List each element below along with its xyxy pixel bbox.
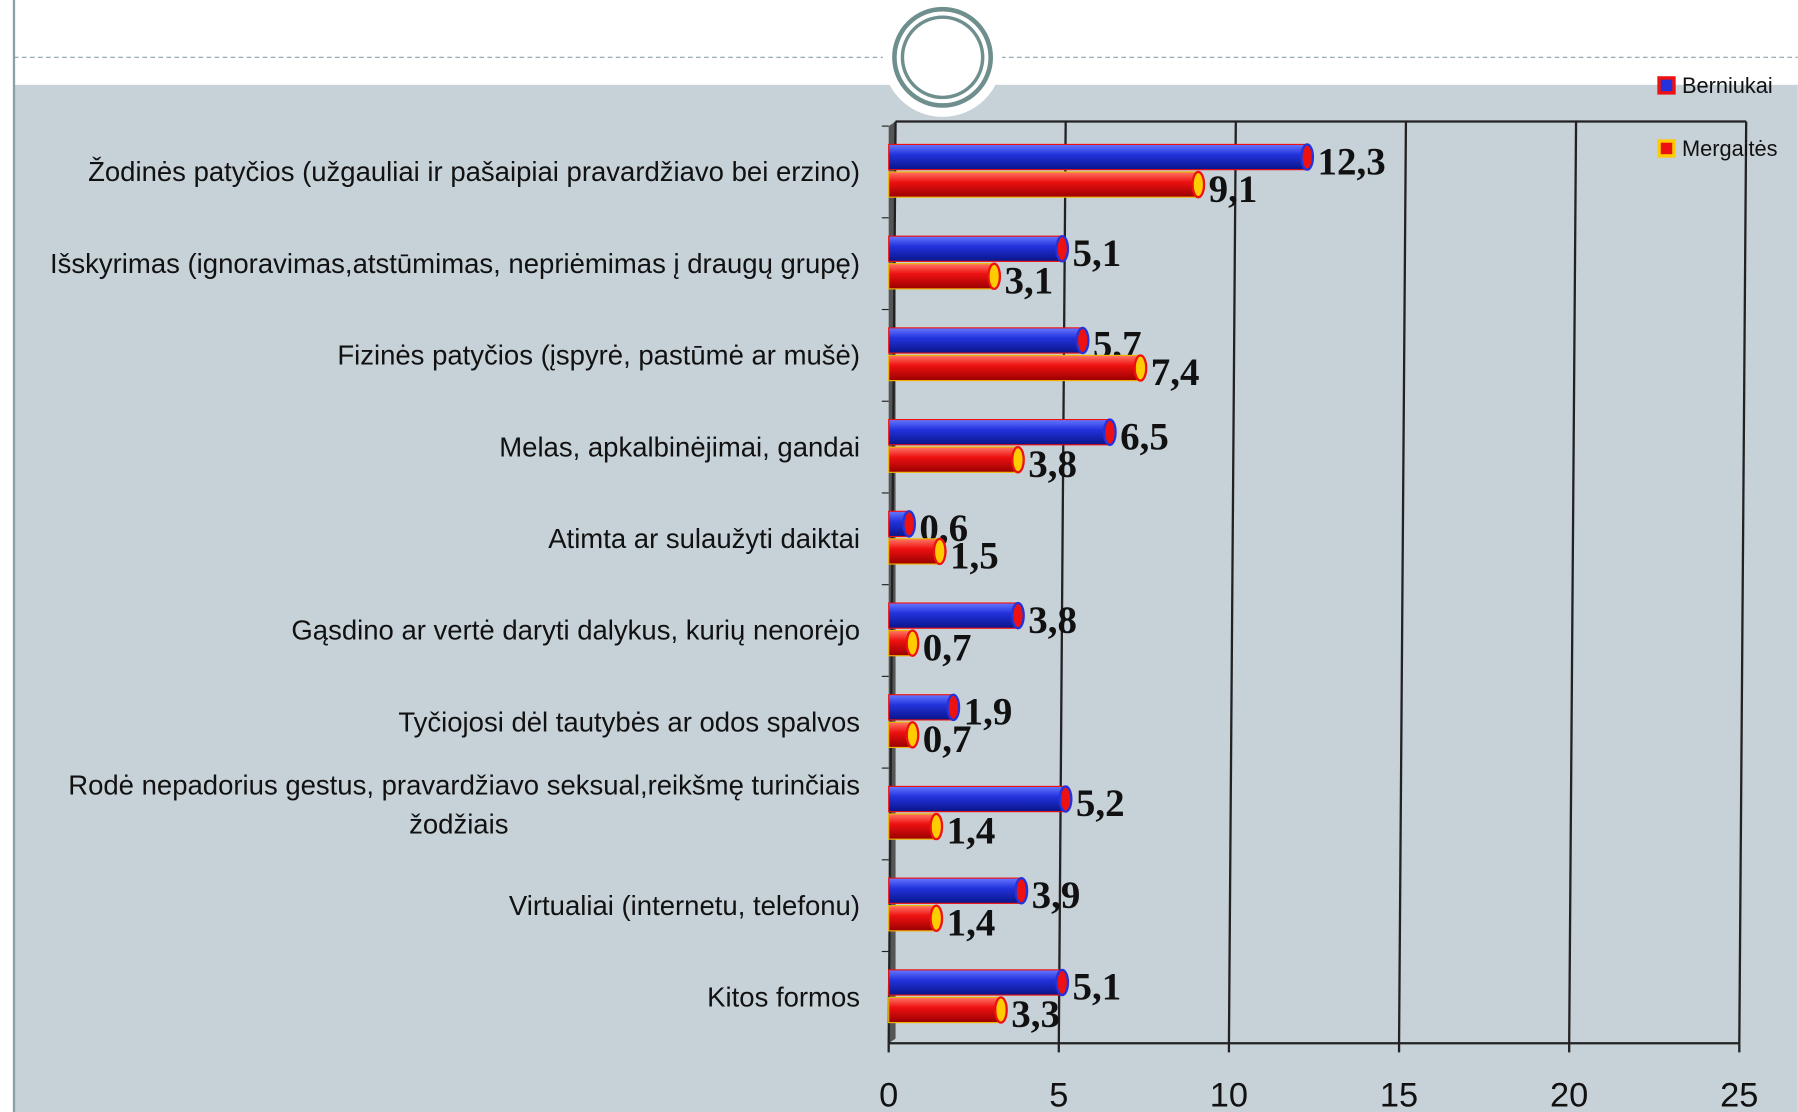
bar-cap <box>905 721 920 749</box>
value-label: 1,5 <box>950 535 999 578</box>
bar <box>888 694 954 721</box>
y-tick-label: Gąsdino ar vertė daryti dalykus, kurių n… <box>291 615 860 646</box>
value-label: 3,1 <box>1004 259 1053 302</box>
ornament-ring <box>900 15 985 100</box>
legend-swatch <box>1657 139 1676 158</box>
bar <box>888 419 1111 446</box>
value-label: 1,9 <box>964 691 1013 734</box>
bar-cap <box>987 262 1002 291</box>
legend-label: Berniukai <box>1682 73 1773 98</box>
legend-label: Mergaitės <box>1682 136 1778 161</box>
value-label: 3,8 <box>1028 443 1077 486</box>
bar-cap <box>1075 326 1090 355</box>
bar <box>888 354 1142 382</box>
bar-cap <box>994 996 1008 1024</box>
y-tick-label: Išskyrimas (ignoravimas,atstūmimas, nepr… <box>50 248 860 279</box>
bar-cap <box>905 629 920 657</box>
ornament-ring <box>892 6 994 108</box>
bar-cap <box>1191 170 1206 199</box>
grid-line <box>1738 121 1748 1044</box>
grid-line <box>1057 121 1067 1044</box>
y-tick-label: Kitos formos <box>707 982 860 1013</box>
value-label: 5,1 <box>1073 966 1122 1009</box>
value-label: 0,7 <box>923 718 972 761</box>
value-label: 3,8 <box>1028 599 1077 642</box>
bar-cap <box>1055 235 1070 263</box>
y-tick-label: Atimta ar sulaužyti daiktai <box>548 523 860 554</box>
bar <box>888 143 1308 171</box>
bar <box>888 969 1063 996</box>
y-tick-label: Melas, apkalbinėjimai, gandai <box>499 431 860 462</box>
bar <box>888 446 1019 473</box>
y-tick-label: Žodinės patyčios (užgauliai ir pašaipiai… <box>88 156 860 187</box>
y-tick-label: Tyčiojosi dėl tautybės ar odos spalvos <box>398 706 860 737</box>
bar-cap <box>1011 601 1025 630</box>
x-tick-label: 10 <box>1210 1076 1248 1112</box>
value-label: 12,3 <box>1318 140 1386 183</box>
bar-cap <box>1055 968 1070 997</box>
y-tick-label: Rodė nepadorius gestus, pravardžiavo sek… <box>68 769 860 839</box>
bar-cap <box>929 904 944 933</box>
legend: Berniukai Mergaitės <box>1657 73 1778 161</box>
legend-swatch <box>1657 76 1676 95</box>
bar <box>888 905 937 932</box>
value-label: 1,4 <box>947 810 996 853</box>
bar <box>888 263 995 290</box>
x-tick-label: 15 <box>1380 1076 1418 1112</box>
bar <box>888 813 937 840</box>
bar-cap <box>929 812 944 841</box>
bar <box>888 602 1019 629</box>
bar-cap <box>1014 876 1029 905</box>
grid-line <box>1568 121 1578 1044</box>
grid-line <box>1397 121 1408 1044</box>
value-label: 6,5 <box>1120 415 1169 458</box>
value-label: 0,7 <box>923 626 972 669</box>
x-tick-label: 20 <box>1550 1076 1588 1112</box>
y-tick-label: Virtualiai (internetu, telefonu) <box>509 890 860 921</box>
bar-cap <box>1011 445 1025 474</box>
x-tick-label: 5 <box>1049 1076 1068 1112</box>
bar <box>888 877 1022 904</box>
bar <box>888 171 1199 198</box>
value-label: 3,9 <box>1032 874 1081 917</box>
bar-cap <box>946 693 961 722</box>
bar <box>888 235 1063 262</box>
bar-cap <box>932 537 947 566</box>
value-label: 5,1 <box>1073 232 1122 275</box>
value-label: 9,1 <box>1209 168 1258 211</box>
bar <box>888 996 1002 1024</box>
bar <box>888 538 941 565</box>
value-label: 1,4 <box>947 901 996 944</box>
bar <box>888 327 1084 354</box>
bar-cap <box>902 510 916 538</box>
y-tick-label: Fizinės patyčios (įspyrė, pastūmė ar muš… <box>337 340 860 371</box>
bar-cap <box>1058 785 1073 813</box>
value-label: 7,4 <box>1151 351 1200 394</box>
bar-cap <box>1300 143 1315 171</box>
value-label: 3,3 <box>1011 993 1060 1036</box>
x-tick-label: 0 <box>879 1076 898 1112</box>
bar-cap <box>1133 354 1148 382</box>
x-tick-label: 25 <box>1720 1076 1758 1112</box>
value-label: 5,2 <box>1076 782 1125 825</box>
bar-cap <box>1102 418 1117 446</box>
bar <box>888 785 1067 813</box>
grid-line <box>1227 121 1237 1044</box>
